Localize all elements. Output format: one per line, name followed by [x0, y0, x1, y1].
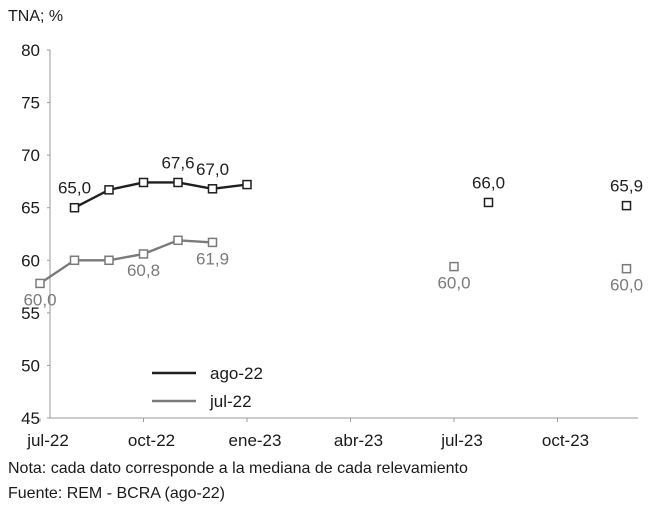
data-point [35, 278, 45, 289]
x-tick-label: ene-23 [229, 431, 282, 450]
data-label: 60,0 [23, 290, 56, 309]
data-point [104, 185, 114, 195]
legend-label: jul-22 [209, 392, 252, 411]
data-label: 67,6 [161, 153, 194, 172]
legend-label: ago-22 [210, 364, 263, 383]
y-tick-label: 45 [21, 409, 40, 428]
data-point [242, 179, 252, 190]
y-axis-title: TNA; % [8, 8, 64, 25]
y-tick-label: 65 [21, 199, 40, 218]
x-tick-label: jul-23 [440, 431, 483, 450]
data-point [69, 255, 80, 266]
y-tick-label: 55 [21, 304, 40, 323]
data-label: 60,0 [610, 276, 643, 295]
data-label: 60,0 [437, 274, 470, 293]
data-point [621, 200, 632, 211]
data-point [138, 177, 149, 188]
data-label: 66,0 [472, 173, 505, 192]
data-point [483, 197, 494, 208]
x-tick-label: oct-22 [128, 431, 175, 450]
chart-series: 65,0 67,6 67,0 66,0 65,9 60,0 60,8 61,9 60,0 60,0 [23, 153, 643, 309]
data-point [173, 235, 183, 246]
y-tick-label: 80 [21, 41, 40, 60]
y-tick-label: 50 [21, 356, 40, 375]
data-point [449, 261, 459, 272]
y-tick-label: 70 [21, 146, 40, 165]
chart-axes: 45 50 55 60 65 70 75 80 jul-22 oct-22 ene-23 abr-23… [21, 41, 638, 450]
series-line-ago-22 [73, 181, 248, 209]
y-tick-label: 60 [21, 251, 40, 270]
chart-source: Fuente: REM - BCRA (ago-22) [8, 485, 225, 502]
series-line-jul-22 [39, 239, 213, 285]
data-point [207, 184, 218, 194]
chart-legend: ago-22 jul-22 [152, 364, 263, 411]
data-point [207, 237, 218, 248]
x-tick-label: oct-23 [542, 431, 589, 450]
data-point [138, 249, 149, 259]
data-point [621, 263, 632, 274]
data-label: 65,0 [58, 179, 91, 198]
data-label: 60,8 [127, 261, 160, 280]
data-point [69, 202, 80, 213]
data-label: 67,0 [196, 160, 229, 179]
y-tick-label: 75 [21, 94, 40, 113]
data-label: 61,9 [196, 249, 229, 268]
x-tick-label: jul-22 [26, 431, 69, 450]
line-chart: 45 50 55 60 65 70 75 80 jul-22 oct-22 ene-23 abr-23… [21, 41, 643, 450]
chart-note: Nota: cada dato corresponde a la mediana… [8, 460, 468, 477]
data-point [104, 255, 114, 266]
data-point [173, 177, 183, 188]
x-tick-label: abr-23 [334, 431, 383, 450]
data-label: 65,9 [610, 177, 643, 196]
